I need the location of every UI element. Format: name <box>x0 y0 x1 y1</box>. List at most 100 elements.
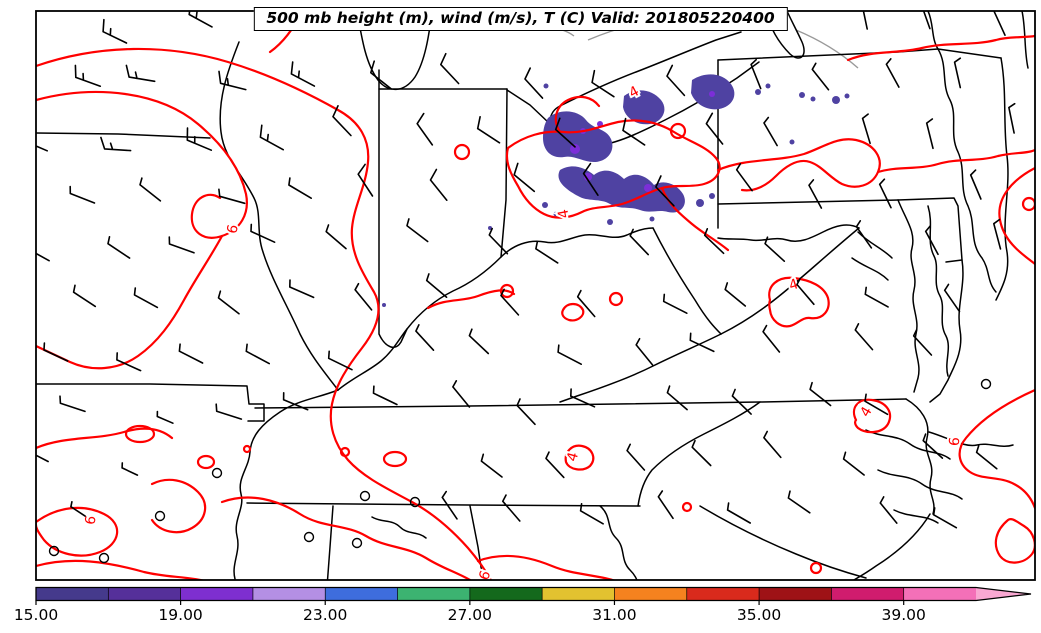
wind-barb <box>842 451 865 476</box>
wind-barb <box>188 11 213 28</box>
border-il-in <box>378 69 408 349</box>
wind-barb <box>36 145 48 152</box>
river-neuse <box>893 509 939 524</box>
wind-barb <box>425 273 448 298</box>
border-pa-md <box>717 199 899 205</box>
colorbar-segment <box>252 587 326 601</box>
temp-contour-loop <box>124 424 156 444</box>
wind-barb <box>922 11 931 30</box>
colorbar-segment <box>759 587 832 601</box>
wind-barb <box>582 162 599 196</box>
calm-wind-marker <box>303 531 315 543</box>
wind-barb <box>855 220 873 249</box>
wind-barb <box>372 385 398 406</box>
shaded-dot <box>607 219 613 225</box>
wind-barb <box>554 117 576 148</box>
shaded-dot <box>488 226 492 230</box>
wind-barb <box>912 328 933 356</box>
wind-barbs <box>36 11 1016 529</box>
temperature-shading-bright <box>570 91 715 192</box>
wind-barb <box>440 52 460 85</box>
calm-wind-marker <box>98 552 110 564</box>
wind-barb <box>524 67 544 99</box>
colorbar-segment <box>469 587 543 601</box>
wind-barb <box>735 163 753 192</box>
wind-barb <box>513 162 536 193</box>
shaded-dot <box>649 216 655 222</box>
calm-wind-marker <box>211 467 223 479</box>
wind-barb <box>468 328 490 355</box>
wind-barb <box>750 58 762 90</box>
temp-contour-loop <box>608 291 624 307</box>
wind-barb <box>488 227 509 255</box>
wind-barb <box>864 393 889 416</box>
shaded-bright-dot <box>570 144 580 154</box>
wind-barb <box>925 118 934 150</box>
calm-wind-marker <box>409 496 421 508</box>
wind-barb <box>69 185 96 204</box>
border-ky-wv <box>652 227 722 335</box>
plot-title-box: 500 mb height (m), wind (m/s), T (C) Val… <box>253 7 788 31</box>
wind-barb <box>218 188 246 205</box>
temp-contour <box>846 34 1035 62</box>
temp-contour <box>716 138 881 192</box>
wind-barb <box>878 178 892 209</box>
shaded-dot <box>765 83 771 89</box>
wind-barb <box>516 398 536 426</box>
temp-contour <box>564 444 595 471</box>
colorbar: 15.00 19.00 23.00 27.00 31.00 35.00 39.00 <box>14 586 1032 624</box>
temp-contour <box>36 90 248 239</box>
temp-contour <box>220 496 472 580</box>
wind-barb <box>168 236 195 254</box>
colorbar-segment <box>325 587 398 601</box>
wind-barb <box>993 11 1006 36</box>
wind-barb <box>332 105 352 137</box>
calm-wind-markers <box>48 378 992 564</box>
colorbar-segment <box>614 587 687 601</box>
temperature-shading <box>382 74 850 307</box>
shaded-cell <box>623 90 665 125</box>
wind-barb <box>139 177 162 202</box>
temp-contour-loop <box>242 444 252 454</box>
calm-wind-marker <box>154 510 166 522</box>
river-tennessee <box>371 516 427 539</box>
border-ia-mo <box>36 132 211 139</box>
wind-barb <box>864 286 889 308</box>
temp-contour <box>36 234 224 370</box>
wind-barb <box>415 324 435 351</box>
wind-barb <box>288 177 312 199</box>
border-ga-sc-savannah <box>599 505 638 580</box>
wind-barb <box>325 224 347 250</box>
colorbar-tick-label: 15.00 <box>14 606 58 624</box>
border-md-de <box>897 197 963 263</box>
coast-nj <box>995 57 1009 301</box>
colorbar-tick-label: 23.00 <box>303 606 347 624</box>
calm-wind-marker <box>980 378 992 390</box>
shaded-dot <box>709 193 715 199</box>
wind-barb <box>861 113 871 145</box>
temp-contour <box>876 148 1035 174</box>
wind-barb <box>879 496 898 524</box>
wind-barb <box>535 241 559 264</box>
border-ny <box>927 11 939 50</box>
wind-barb <box>36 252 50 262</box>
river-rappahannock <box>851 257 889 281</box>
border-al-ga <box>469 505 484 580</box>
shaded-dot <box>789 139 795 145</box>
temp-contour <box>561 302 585 322</box>
shaded-bright-dot <box>644 184 652 192</box>
wind-barb <box>59 395 86 413</box>
chesapeake-west-shore <box>897 199 920 393</box>
shaded-dot <box>553 211 559 217</box>
contour-label: 6 <box>947 436 964 446</box>
wind-barb <box>74 64 102 87</box>
colorbar-segment <box>36 587 109 601</box>
temp-contour-loop <box>681 501 693 513</box>
wind-barb <box>557 344 582 365</box>
state-borders <box>36 11 1029 580</box>
chesapeake-east-shore <box>927 205 950 377</box>
temp-contour <box>994 518 1035 564</box>
